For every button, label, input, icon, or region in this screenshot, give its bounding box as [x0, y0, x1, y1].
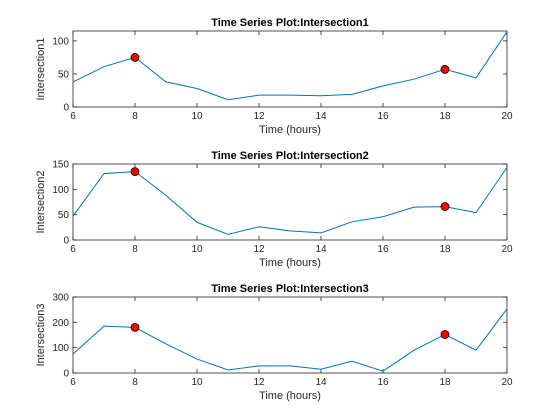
- peak-marker: [440, 202, 450, 211]
- x-tick-label: 8: [132, 244, 138, 255]
- x-tick-label: 18: [439, 111, 451, 122]
- chart-panel-1: Time Series Plot:Intersection1 6 8 10 12 14 16…: [35, 17, 513, 136]
- y-axis-label: Intersection3: [35, 304, 47, 367]
- x-tick-label: 14: [315, 111, 327, 122]
- y-tick-label: 50: [58, 210, 70, 221]
- peak-marker: [440, 330, 450, 339]
- x-tick-label: 18: [439, 244, 451, 255]
- x-axis-label: Time (hours): [259, 257, 321, 269]
- y-axis-label: Intersection1: [35, 38, 47, 101]
- series-line: [72, 167, 508, 235]
- x-tick-label: 16: [377, 377, 389, 388]
- peak-marker: [130, 322, 140, 332]
- series-line: [72, 308, 508, 372]
- peak-marker: [130, 167, 140, 177]
- y-tick-label: 50: [58, 69, 70, 80]
- x-tick-label: 8: [132, 111, 138, 122]
- y-tick-label: 300: [52, 293, 69, 304]
- axes-box: [72, 296, 508, 374]
- x-tick-label: 12: [253, 244, 265, 255]
- y-tick-label: 200: [52, 318, 69, 329]
- x-tick-label: 12: [253, 111, 265, 122]
- chart-title: Time Series Plot:Intersection1: [211, 17, 369, 29]
- axes-box: [72, 30, 508, 108]
- chart-title: Time Series Plot:Intersection3: [211, 283, 369, 295]
- x-tick-label: 20: [501, 244, 513, 255]
- peak-marker: [440, 64, 450, 74]
- x-tick-label: 6: [70, 111, 76, 122]
- x-axis-label: Time (hours): [259, 390, 321, 402]
- x-tick-label: 8: [132, 377, 138, 388]
- x-tick-label: 10: [191, 111, 203, 122]
- y-tick-label: 0: [63, 103, 69, 114]
- x-tick-label: 14: [315, 377, 327, 388]
- x-tick-label: 10: [191, 244, 203, 255]
- x-tick-label: 20: [501, 111, 513, 122]
- chart-panel-2: Time Series Plot:Intersection2 6 8 10 12 14 16…: [35, 150, 513, 269]
- y-tick-label: 100: [52, 343, 69, 354]
- x-tick-label: 10: [191, 377, 203, 388]
- x-tick-label: 18: [439, 377, 451, 388]
- y-tick-label: 150: [52, 160, 69, 171]
- axes-box: [72, 163, 508, 241]
- chart-panel-3: Time Series Plot:Intersection3 6 8 10 12 14 16…: [35, 283, 513, 402]
- series-line: [72, 31, 508, 101]
- x-axis-label: Time (hours): [259, 124, 321, 136]
- x-tick-label: 16: [377, 111, 389, 122]
- chart-title: Time Series Plot:Intersection2: [211, 150, 369, 162]
- y-tick-label: 0: [63, 236, 69, 247]
- x-tick-label: 6: [70, 244, 76, 255]
- x-tick-label: 14: [315, 244, 327, 255]
- peak-marker: [130, 53, 140, 62]
- x-tick-label: 16: [377, 244, 389, 255]
- y-axis-label: Intersection2: [35, 171, 47, 234]
- x-tick-label: 6: [70, 377, 76, 388]
- y-tick-label: 100: [52, 185, 69, 196]
- x-tick-label: 20: [501, 377, 513, 388]
- y-tick-label: 0: [63, 369, 69, 380]
- x-tick-label: 12: [253, 377, 265, 388]
- y-tick-label: 100: [52, 36, 69, 47]
